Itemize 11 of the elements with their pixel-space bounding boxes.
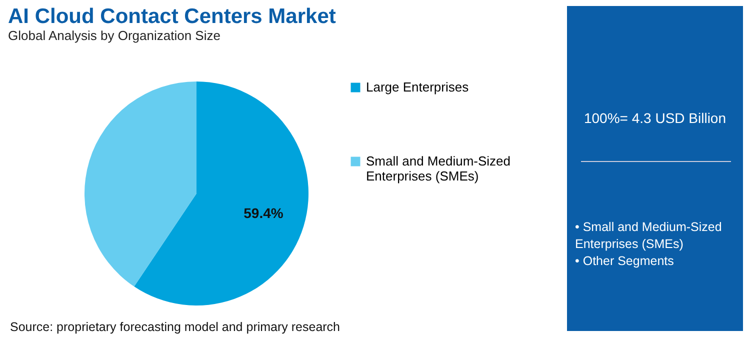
legend-label: Large Enterprises [366, 80, 470, 94]
text: 100%= 4.3 USD Billion [582, 110, 728, 126]
chart-title: AI Cloud Contact Centers Market [8, 5, 336, 28]
pie-slice [134, 82, 308, 306]
text: • Small and Medium-Sized Enterprises (SMEs) [575, 219, 723, 253]
text: • Other Segments [575, 253, 675, 270]
legend-label: Small and Medium-Sized Enterprises (SMEs) [366, 154, 511, 184]
pie-slice [84, 82, 196, 287]
source-note: Source: proprietary forecasting model and primary research [10, 320, 340, 334]
data-label: 59.4% [244, 204, 284, 221]
chart-subtitle: Global Analysis by Organization Size [8, 28, 220, 43]
